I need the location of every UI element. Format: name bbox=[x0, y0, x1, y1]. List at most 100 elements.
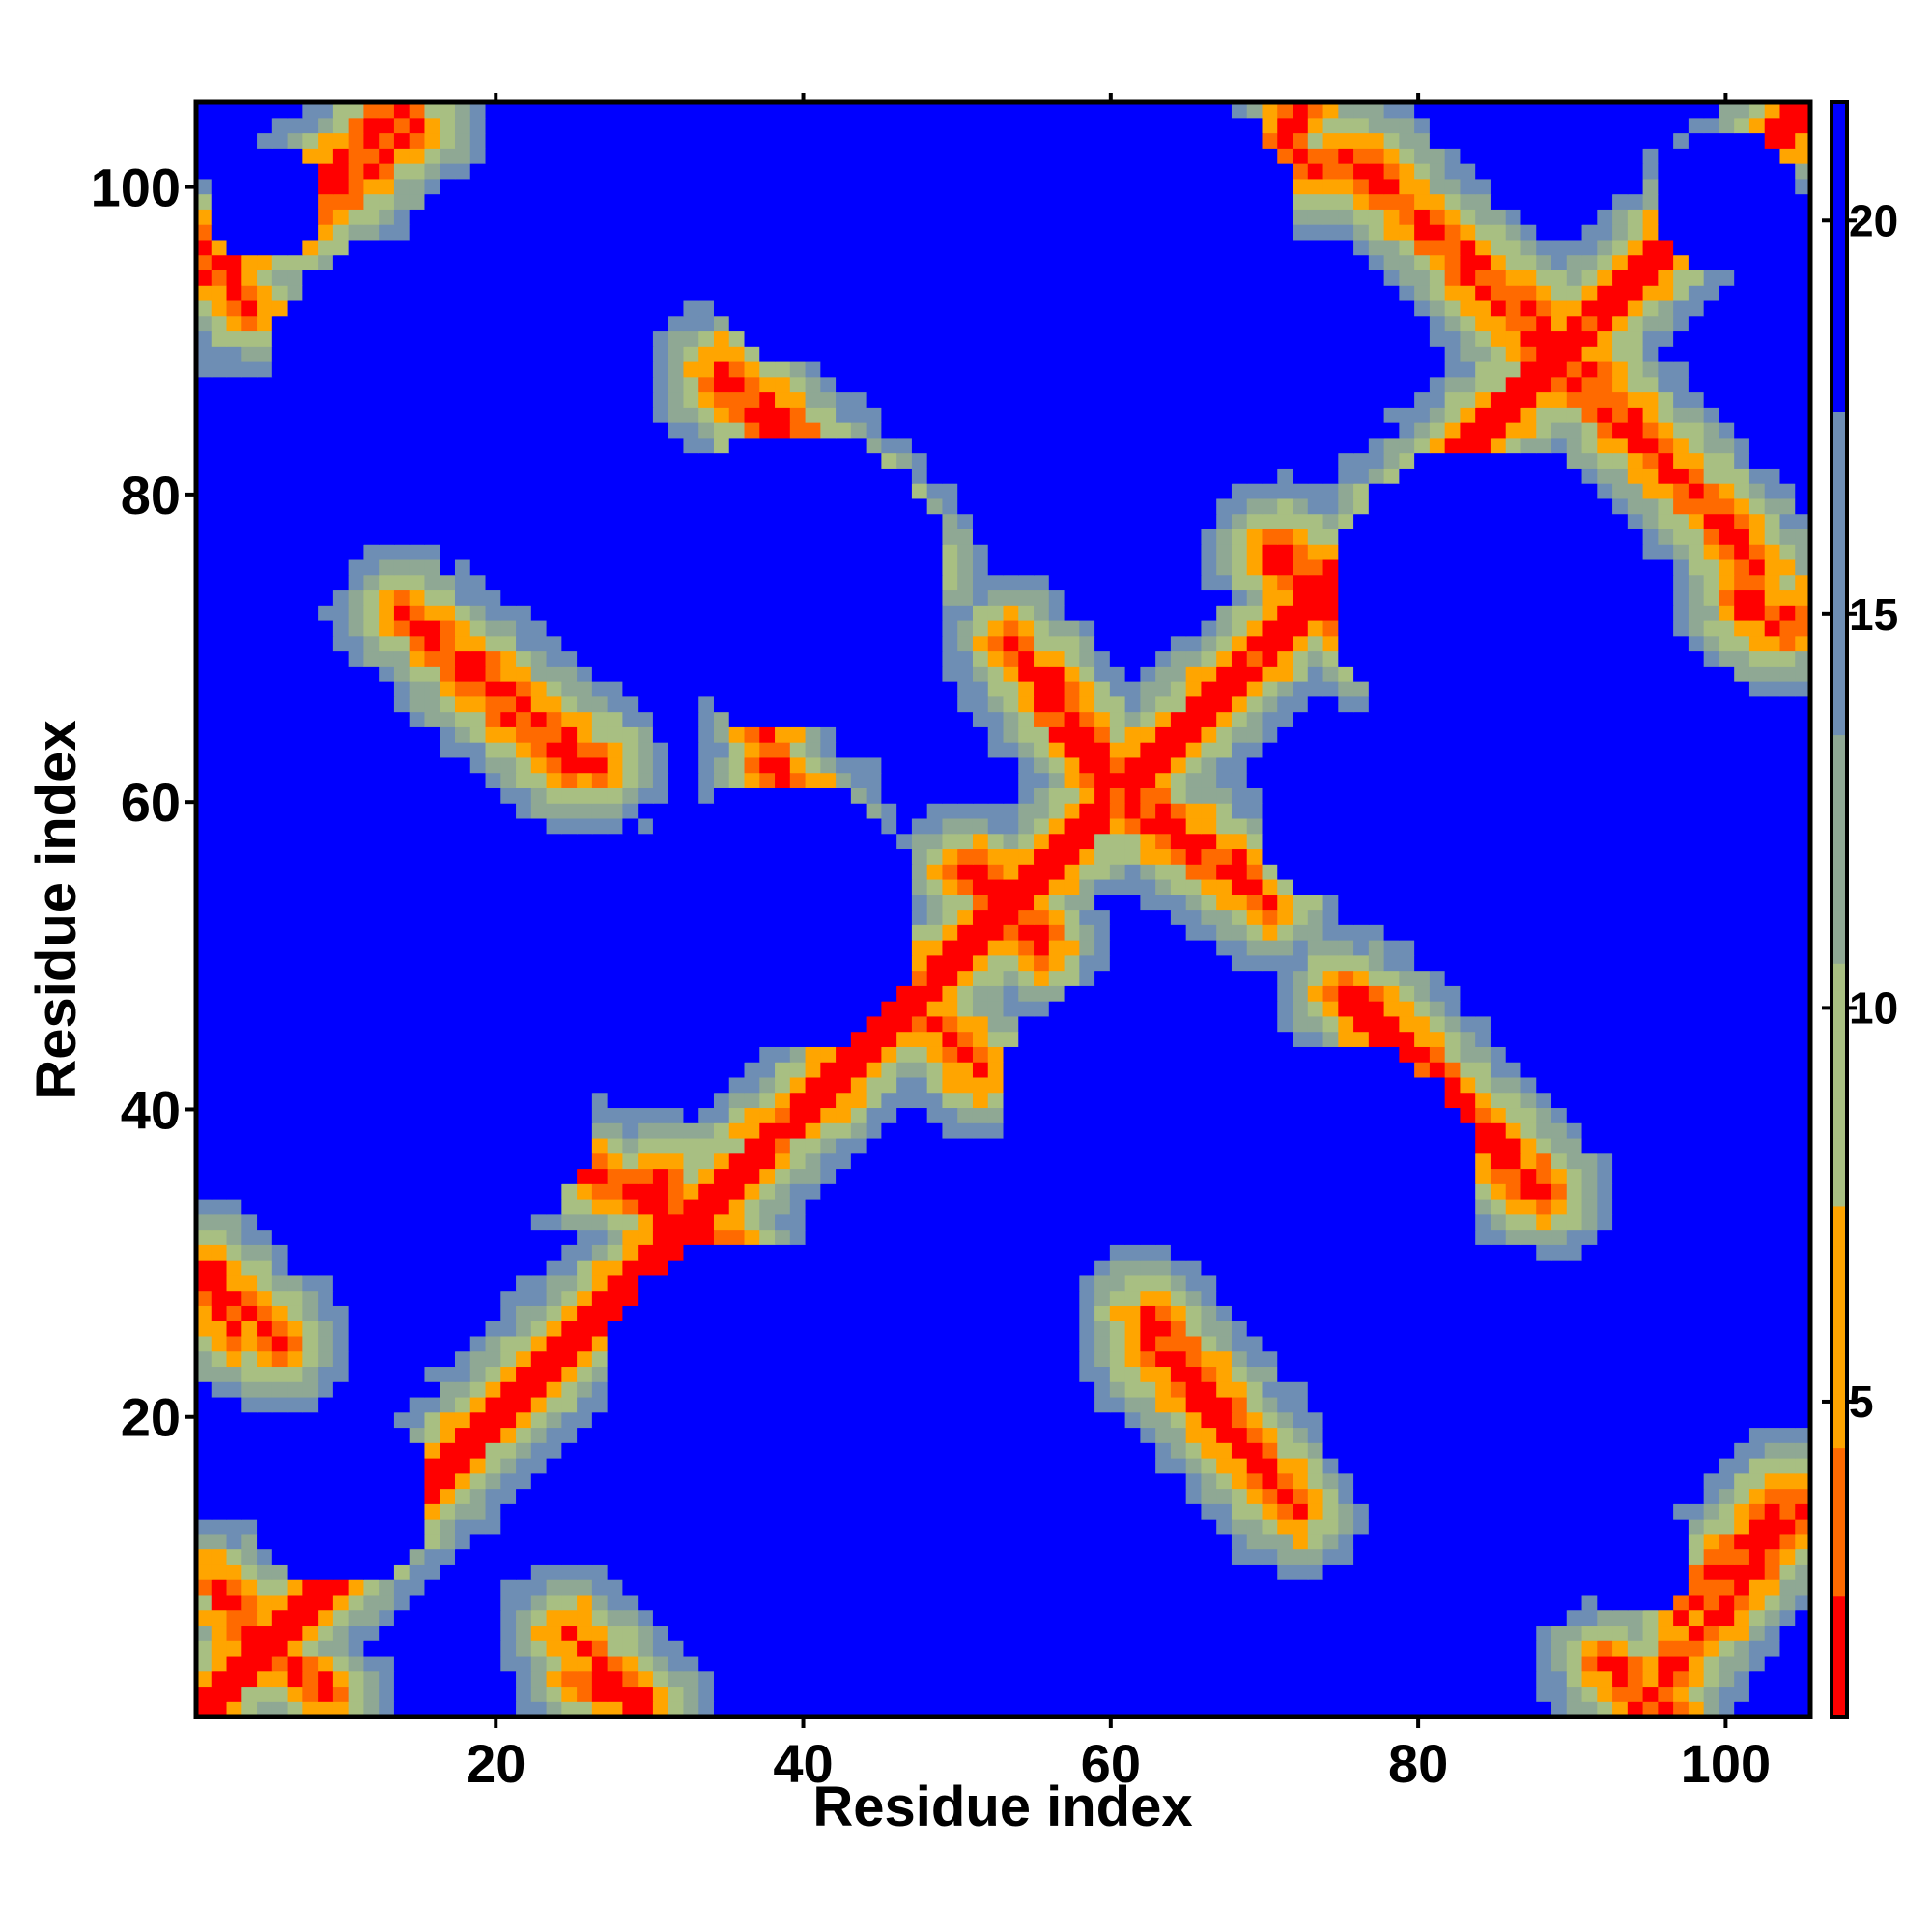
heatmap-cell bbox=[866, 1472, 882, 1490]
heatmap-cell bbox=[409, 1625, 426, 1641]
heatmap-cell bbox=[1520, 1686, 1537, 1702]
heatmap-cell bbox=[713, 1305, 730, 1321]
heatmap-cell bbox=[332, 1366, 350, 1382]
heatmap-cell bbox=[1048, 1488, 1065, 1504]
heatmap-cell bbox=[1795, 1031, 1811, 1047]
heatmap-cell bbox=[1658, 1609, 1674, 1627]
heatmap-cell bbox=[607, 1092, 623, 1109]
heatmap-cell bbox=[363, 1321, 380, 1337]
heatmap-cell bbox=[1094, 1046, 1111, 1063]
heatmap-cell bbox=[1764, 1396, 1781, 1413]
heatmap-cell bbox=[866, 1046, 882, 1063]
heatmap-cell bbox=[577, 1092, 593, 1109]
heatmap-cell bbox=[1460, 1488, 1476, 1504]
heatmap-cell bbox=[713, 1001, 730, 1017]
heatmap-cell bbox=[1779, 1107, 1796, 1123]
heatmap-cell bbox=[728, 1229, 746, 1245]
heatmap-cell bbox=[1490, 1260, 1507, 1276]
heatmap-cell bbox=[1399, 1076, 1415, 1094]
heatmap-cell bbox=[530, 1137, 548, 1154]
heatmap-cell bbox=[911, 1411, 928, 1429]
heatmap-cell bbox=[668, 1488, 685, 1504]
heatmap-cell bbox=[379, 1670, 395, 1688]
heatmap-cell bbox=[1673, 1137, 1690, 1154]
heatmap-cell bbox=[500, 1594, 517, 1611]
heatmap-cell bbox=[424, 1533, 440, 1550]
heatmap-cell bbox=[271, 1046, 289, 1063]
heatmap-cell bbox=[257, 1564, 273, 1580]
heatmap-cell bbox=[348, 1609, 364, 1627]
heatmap-cell bbox=[638, 1290, 654, 1306]
heatmap-cell bbox=[348, 1244, 364, 1261]
heatmap-cell bbox=[257, 1183, 273, 1200]
heatmap-cell bbox=[440, 1122, 456, 1139]
heatmap-cell bbox=[1307, 1670, 1324, 1688]
heatmap-cell bbox=[591, 1183, 609, 1200]
heatmap-cell bbox=[1368, 1411, 1385, 1429]
heatmap-cell bbox=[591, 1472, 609, 1490]
heatmap-cell bbox=[881, 1488, 897, 1504]
heatmap-cell bbox=[257, 1396, 273, 1413]
heatmap-cell bbox=[302, 1183, 319, 1200]
heatmap-cell bbox=[1658, 1625, 1674, 1641]
heatmap-cell bbox=[348, 1305, 364, 1321]
heatmap-cell bbox=[196, 1579, 213, 1596]
heatmap-cell bbox=[881, 1260, 897, 1276]
heatmap-cell bbox=[1429, 1427, 1446, 1443]
heatmap-cell bbox=[1719, 1548, 1735, 1565]
heatmap-cell bbox=[683, 1350, 699, 1368]
heatmap-cell bbox=[744, 1579, 760, 1596]
heatmap-cell bbox=[1064, 1260, 1080, 1276]
heatmap-cell bbox=[1353, 1213, 1370, 1231]
heatmap-cell bbox=[332, 1564, 350, 1580]
heatmap-cell bbox=[1003, 1076, 1019, 1094]
heatmap-cell bbox=[271, 1670, 289, 1688]
heatmap-cell bbox=[287, 1472, 303, 1490]
heatmap-cell bbox=[820, 1533, 837, 1550]
heatmap-cell bbox=[638, 1350, 654, 1368]
heatmap-cell bbox=[1673, 1199, 1690, 1215]
heatmap-cell bbox=[1536, 1519, 1552, 1535]
heatmap-cell bbox=[1612, 1640, 1629, 1657]
heatmap-cell bbox=[1246, 1472, 1264, 1490]
heatmap-cell bbox=[607, 1229, 623, 1245]
heatmap-cell bbox=[698, 1062, 715, 1078]
heatmap-cell bbox=[926, 1366, 944, 1382]
heatmap-cell bbox=[1703, 1381, 1720, 1398]
heatmap-cell bbox=[1566, 1260, 1583, 1276]
heatmap-cell bbox=[1414, 1137, 1431, 1154]
heatmap-cell bbox=[1734, 1244, 1750, 1261]
heatmap-cell bbox=[1293, 1519, 1309, 1535]
heatmap-cell bbox=[1581, 1519, 1598, 1535]
heatmap-cell bbox=[409, 1229, 426, 1245]
heatmap-cell bbox=[805, 1411, 821, 1429]
heatmap-cell bbox=[1124, 1168, 1141, 1184]
heatmap-cell bbox=[591, 1533, 609, 1550]
heatmap-cell bbox=[1048, 1046, 1065, 1063]
heatmap-cell bbox=[926, 1381, 944, 1398]
heatmap-cell bbox=[1505, 1107, 1522, 1123]
heatmap-cell bbox=[242, 1046, 258, 1063]
heatmap-cell bbox=[211, 1655, 228, 1672]
heatmap-cell bbox=[1612, 1625, 1629, 1641]
heatmap-cell bbox=[1536, 1305, 1552, 1321]
heatmap-cell bbox=[789, 1001, 807, 1017]
heatmap-cell bbox=[1748, 1427, 1766, 1443]
heatmap-cell bbox=[638, 1076, 654, 1094]
heatmap-cell bbox=[454, 1503, 471, 1520]
heatmap-cell bbox=[805, 1488, 821, 1504]
heatmap-cell bbox=[1277, 1366, 1293, 1382]
heatmap-cell bbox=[561, 1625, 578, 1641]
heatmap-cell bbox=[1064, 1503, 1080, 1520]
heatmap-cell bbox=[1094, 1701, 1111, 1718]
heatmap-cell bbox=[1048, 1442, 1065, 1459]
heatmap-cell bbox=[820, 1274, 837, 1292]
heatmap-cell bbox=[409, 1137, 426, 1154]
heatmap-cell bbox=[881, 1640, 897, 1657]
heatmap-cell bbox=[1490, 1031, 1507, 1047]
heatmap-cell bbox=[744, 1396, 760, 1413]
heatmap-cell bbox=[1414, 1122, 1431, 1139]
heatmap-cell bbox=[257, 1701, 273, 1718]
heatmap-cell bbox=[287, 1031, 303, 1047]
heatmap-cell bbox=[440, 1107, 456, 1123]
